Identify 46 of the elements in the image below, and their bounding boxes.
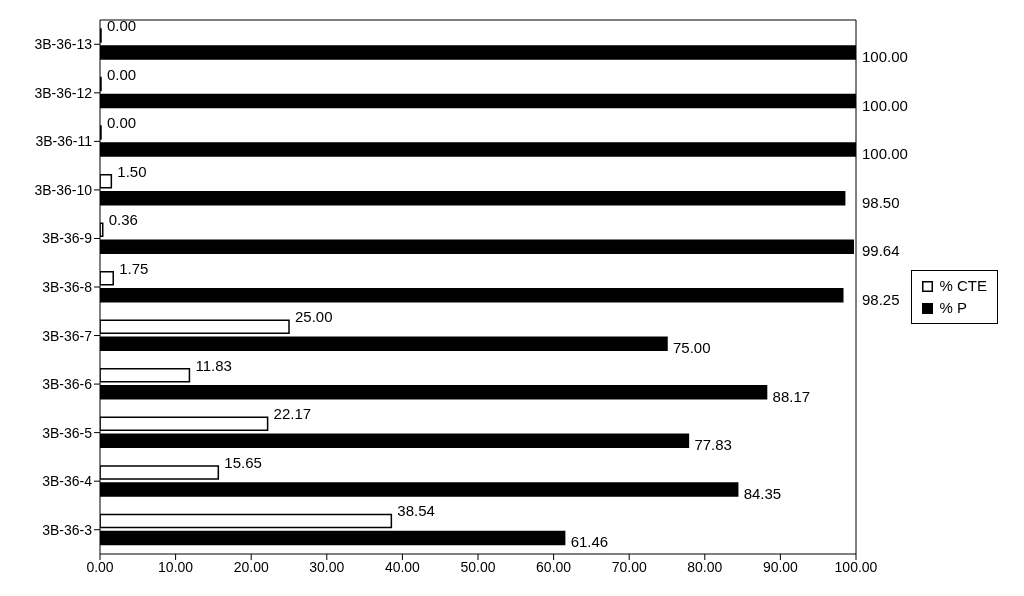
x-tick-label: 70.00 — [611, 558, 647, 575]
x-tick-label: 10.00 — [158, 558, 194, 575]
data-label: 77.83 — [694, 436, 732, 454]
y-tick-label: 3B-36-8 — [42, 278, 93, 295]
x-tick-label: 0.00 — [86, 558, 114, 575]
y-tick-label: 3B-36-10 — [34, 181, 93, 198]
data-label: 0.00 — [107, 17, 137, 34]
data-label: 100.00 — [862, 48, 908, 65]
data-label: 75.00 — [673, 339, 711, 357]
x-tick-label: 30.00 — [309, 558, 345, 575]
data-label: 1.75 — [119, 259, 149, 277]
data-label: 0.00 — [107, 114, 137, 132]
data-label: 15.65 — [224, 453, 262, 471]
y-tick-label: 3B-36-13 — [34, 36, 93, 53]
y-tick-label: 3B-36-4 — [42, 473, 93, 490]
data-label: 100.00 — [862, 96, 908, 114]
y-tick-label: 3B-36-12 — [34, 84, 93, 101]
x-tick-label: 80.00 — [687, 558, 723, 575]
data-label: 1.50 — [117, 162, 147, 180]
y-tick-label: 3B-36-6 — [42, 376, 93, 393]
data-label: 100.00 — [862, 145, 908, 163]
x-tick-label: 90.00 — [762, 558, 799, 575]
data-label: 22.17 — [273, 405, 312, 423]
y-tick-label: 3B-36-5 — [42, 424, 93, 441]
x-tick-label: 20.00 — [233, 558, 269, 575]
x-tick-label: 60.00 — [536, 558, 572, 575]
data-label: 98.50 — [862, 193, 900, 211]
y-tick-label: 3B-36-9 — [42, 230, 93, 247]
x-tick-label: 40.00 — [384, 558, 421, 575]
data-label: 99.64 — [862, 242, 900, 260]
data-label: 25.00 — [295, 308, 333, 326]
data-label: 88.17 — [772, 387, 811, 405]
data-label: 11.83 — [195, 356, 232, 374]
data-label: 98.25 — [862, 290, 900, 308]
data-label: 84.35 — [743, 484, 782, 502]
y-tick-label: 3B-36-7 — [42, 327, 93, 344]
x-tick-label: 50.00 — [460, 558, 496, 575]
y-tick-label: 3B-36-3 — [42, 521, 93, 538]
data-label: 61.46 — [570, 533, 609, 551]
data-label: 0.00 — [107, 65, 137, 83]
legend-label: % CTE — [939, 276, 987, 296]
data-label: 38.54 — [397, 502, 435, 520]
y-tick-label: 3B-36-11 — [35, 133, 93, 150]
x-tick-label: 100.00 — [834, 558, 878, 575]
legend-label: % P — [939, 298, 967, 318]
data-label: 0.36 — [108, 211, 138, 229]
